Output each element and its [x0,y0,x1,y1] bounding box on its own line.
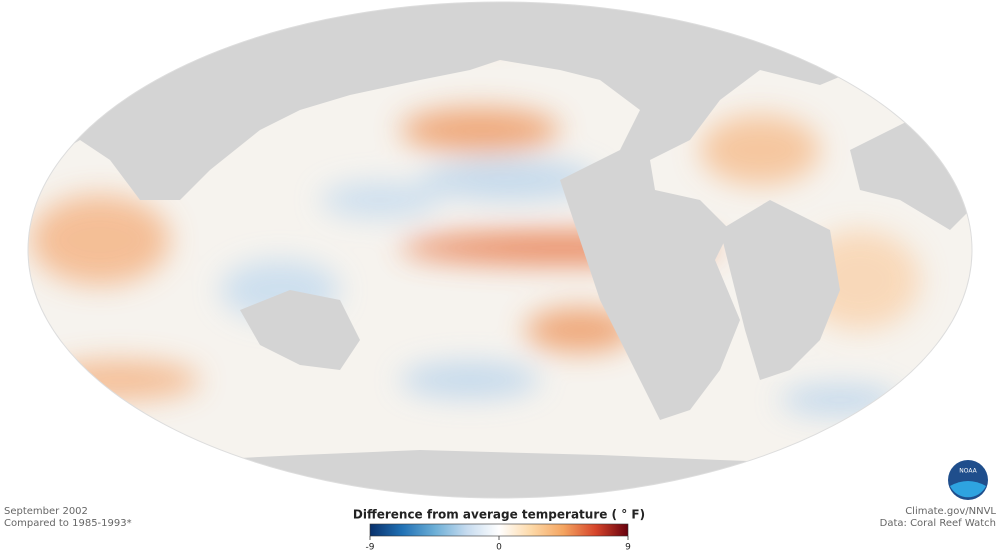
land-north [28,2,972,420]
logo-text: NOAA [959,468,977,475]
tick-label: 9 [625,543,631,553]
source: Data: Coral Reef Watch [880,518,996,529]
legend: Difference from average temperature ( ° … [353,508,645,553]
baseline: Compared to 1985-1993* [4,518,132,529]
color-bar [369,523,629,537]
land-antarctica [28,450,972,498]
tick-label: -9 [366,543,375,553]
credit: Climate.gov/NNVL [905,506,996,517]
land-south-america [720,200,840,380]
land-australia [240,290,360,370]
date: September 2002 [4,506,88,517]
legend-title: Difference from average temperature ( ° … [353,508,645,522]
tick-label: 0 [496,543,502,553]
globe-outline [27,1,973,499]
noaa-logo: NOAA [948,460,988,500]
